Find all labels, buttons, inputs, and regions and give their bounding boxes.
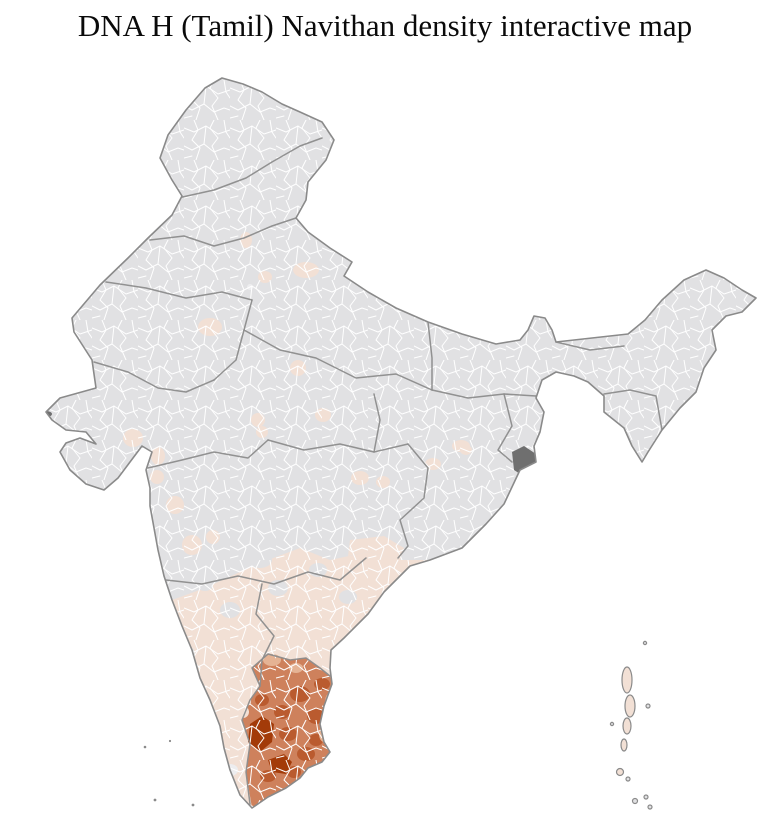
state-boundaries [93, 137, 663, 805]
district-mesh-overlay [46, 78, 756, 808]
map-title: DNA H (Tamil) Navithan density interacti… [77, 8, 693, 43]
andaman-nicobar-islands[interactable] [609, 640, 653, 810]
lakshadweep-islands[interactable] [143, 739, 195, 807]
